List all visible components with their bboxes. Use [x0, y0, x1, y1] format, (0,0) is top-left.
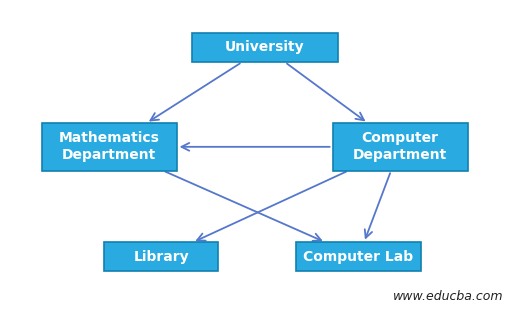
- Text: www.educba.com: www.educba.com: [393, 290, 504, 303]
- Text: Computer
Department: Computer Department: [353, 131, 447, 163]
- FancyBboxPatch shape: [332, 123, 467, 171]
- Text: University: University: [225, 41, 305, 55]
- FancyBboxPatch shape: [42, 123, 176, 171]
- FancyBboxPatch shape: [296, 242, 421, 271]
- Text: Mathematics
Department: Mathematics Department: [59, 131, 160, 163]
- Text: Computer Lab: Computer Lab: [304, 250, 413, 264]
- FancyBboxPatch shape: [104, 242, 218, 271]
- Text: Library: Library: [134, 250, 189, 264]
- FancyBboxPatch shape: [192, 33, 338, 62]
